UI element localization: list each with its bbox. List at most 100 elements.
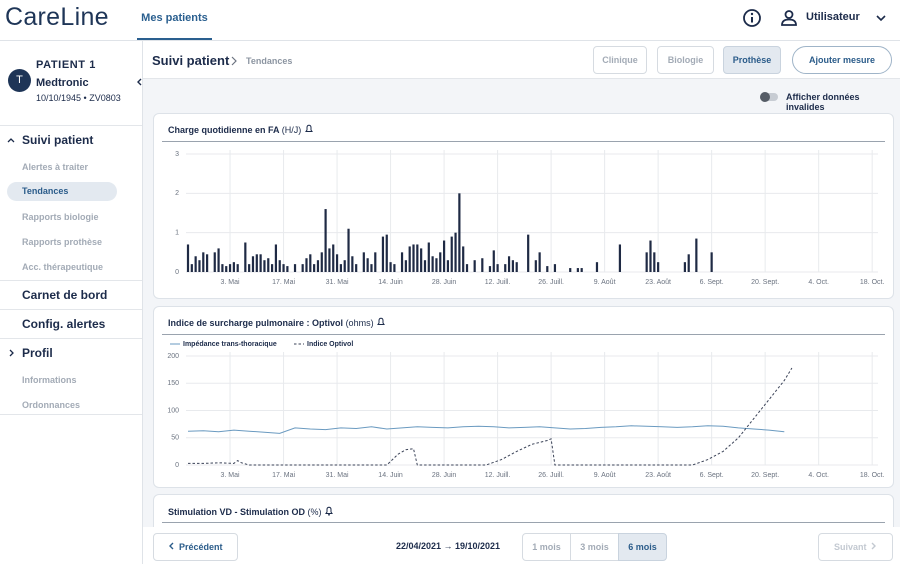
bar [190, 264, 193, 272]
bar [458, 193, 461, 272]
y-tick-label: 2 [175, 190, 179, 197]
tab-button[interactable]: Prothèse [723, 46, 781, 74]
divider [0, 309, 142, 310]
bar [553, 264, 557, 272]
x-tick-label: 18. Oct. [860, 472, 885, 479]
bell-icon[interactable] [324, 506, 334, 516]
bar [286, 266, 289, 272]
period-button[interactable]: 3 mois [570, 533, 619, 561]
bar [316, 260, 320, 272]
bar [251, 256, 255, 272]
user-chevron[interactable] [875, 12, 887, 24]
bar [232, 262, 235, 272]
x-tick-label: 31. Mai [326, 472, 349, 479]
collapse-icon[interactable] [135, 77, 145, 87]
toggle[interactable] [760, 92, 778, 102]
nav-item[interactable]: Tendances [7, 182, 117, 201]
patient-name: PATIENT 1 [36, 59, 96, 71]
info-icon[interactable] [742, 8, 762, 28]
prev-button[interactable]: Précédent [153, 533, 238, 561]
avatar: T [8, 69, 31, 92]
bar [236, 264, 239, 272]
bar [221, 264, 224, 272]
bar [446, 260, 450, 272]
nav-item[interactable]: Rapports prothèse [22, 237, 103, 247]
x-tick-label: 12. Juill. [485, 279, 511, 286]
chart-title: Charge quotidienne en FA (H/J) [168, 124, 314, 135]
tab-button[interactable]: Clinique [593, 46, 647, 74]
section-title[interactable]: Carnet de bord [22, 288, 108, 302]
chart-title-text: Indice de surcharge pulmonaire : Optivol [168, 318, 344, 328]
x-tick-label: 26. Juill. [538, 472, 564, 479]
legend-label: Indice Optivol [307, 341, 353, 348]
bar [301, 264, 304, 272]
nav-item[interactable]: Informations [22, 375, 77, 385]
x-tick-label: 20. Sept. [751, 472, 779, 479]
bar [527, 234, 530, 272]
chart-title-text: Charge quotidienne en FA [168, 125, 280, 135]
user-icon[interactable] [779, 8, 799, 28]
x-tick-label: 31. Mai [326, 279, 349, 286]
bar [328, 248, 331, 272]
prev-label: Précédent [178, 542, 223, 552]
toggle-label[interactable]: Afficher données invalides [786, 92, 860, 112]
bar [267, 258, 270, 272]
x-tick-label: 28. Juin [432, 472, 457, 479]
x-tick-label: 18. Oct. [860, 279, 885, 286]
prev-chevron [169, 542, 174, 550]
section-title[interactable]: Suivi patient [22, 133, 94, 147]
bell-icon[interactable] [304, 124, 314, 134]
bell-icon[interactable] [376, 317, 386, 327]
nav-tab[interactable]: Mes patients [137, 0, 212, 40]
bar [332, 244, 335, 272]
nav-item[interactable]: Alertes à traiter [22, 162, 89, 172]
y-tick-label: 0 [175, 462, 179, 469]
x-tick-label: 4. Oct. [808, 472, 829, 479]
period-button[interactable]: 1 mois [522, 533, 571, 561]
section-title[interactable]: Config. alertes [22, 317, 106, 331]
nav-item[interactable]: Ordonnances [22, 400, 81, 410]
logo[interactable]: CareLine [5, 3, 109, 31]
bar [244, 242, 247, 272]
bell-path [377, 317, 386, 325]
bar [202, 252, 205, 272]
bar [515, 262, 518, 272]
bar [576, 268, 579, 272]
breadcrumb-title[interactable]: Suivi patient [152, 53, 230, 68]
y-tick-label: 0 [175, 269, 179, 276]
bar [259, 254, 262, 272]
bar [580, 268, 583, 272]
x-tick-label: 3. Mai [221, 279, 241, 286]
bar [347, 228, 350, 272]
chart-card: Charge quotidienne en FA (H/J) 0 1 2 3 3. Ma… [153, 113, 894, 299]
legend-label: Impédance trans-thoracique [183, 341, 277, 348]
bar [507, 256, 511, 272]
bar [450, 236, 453, 272]
bar [481, 258, 484, 272]
period-button[interactable]: 6 mois [618, 533, 667, 561]
nav-item[interactable]: Rapports biologie [22, 212, 99, 222]
bar [198, 260, 201, 272]
bar [649, 240, 652, 272]
tab-button[interactable]: Biologie [657, 46, 714, 74]
bar [618, 244, 622, 272]
chevron-path [7, 138, 15, 143]
card-title-text: Stimulation VD - Stimulation OD [168, 507, 305, 517]
x-tick-label: 6. Sept. [700, 472, 724, 479]
bar [282, 264, 285, 272]
user-name[interactable]: Utilisateur [806, 11, 860, 23]
section-title[interactable]: Profil [22, 346, 53, 360]
y-tick-label: 200 [167, 353, 179, 360]
x-tick-label: 14. Juin [378, 279, 403, 286]
card-title: Stimulation VD - Stimulation OD (%) [168, 506, 334, 517]
bar [442, 240, 446, 272]
x-tick-label: 9. Août [594, 279, 616, 286]
x-tick-label: 26. Juill. [538, 279, 564, 286]
bar [465, 264, 469, 272]
nav-item[interactable]: Acc. thérapeutique [22, 262, 104, 272]
bar [695, 238, 698, 272]
bar [653, 252, 656, 272]
add-button[interactable]: Ajouter mesure [792, 46, 892, 74]
patient-maker: Medtronic [36, 77, 89, 89]
